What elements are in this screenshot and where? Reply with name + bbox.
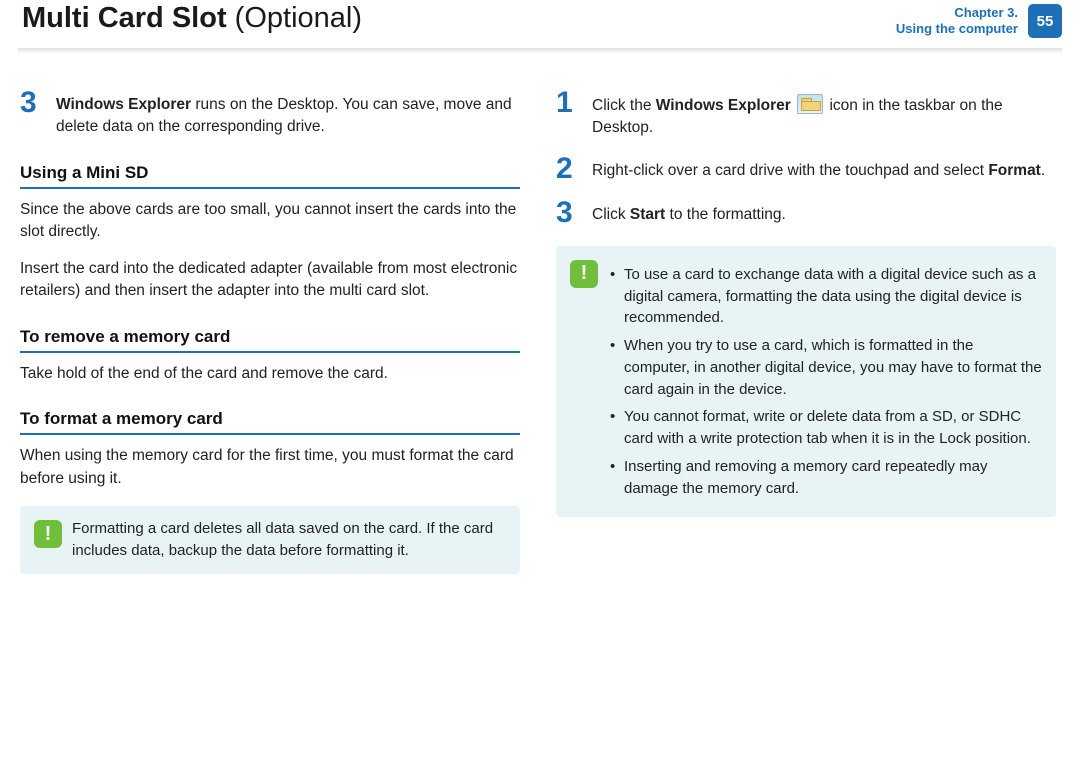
format-p: When using the memory card for the first…	[20, 445, 520, 490]
step-bold: Format	[988, 162, 1041, 179]
step-text-post: to the formatting.	[665, 206, 786, 223]
chapter-line-2: Using the computer	[896, 21, 1018, 37]
mini-sd-p1: Since the above cards are too small, you…	[20, 199, 520, 244]
content-columns: 3 Windows Explorer runs on the Desktop. …	[18, 86, 1062, 590]
document-page: Multi Card Slot (Optional) Chapter 3. Us…	[0, 0, 1080, 766]
step-number: 3	[20, 88, 44, 139]
alert-icon: !	[570, 260, 598, 288]
chapter-text: Chapter 3. Using the computer	[896, 5, 1018, 38]
step-3b: 3 Click Start to the formatting.	[556, 202, 1056, 228]
step-bold: Start	[630, 206, 665, 223]
step-text-pre: Right-click over a card drive with the t…	[592, 162, 988, 179]
chapter-box: Chapter 3. Using the computer 55	[896, 4, 1062, 38]
right-column: 1 Click the Windows Explorer icon in the…	[556, 86, 1056, 590]
note-item: To use a card to exchange data with a di…	[608, 264, 1042, 329]
page-title: Multi Card Slot (Optional)	[22, 2, 362, 35]
page-title-main: Multi Card Slot	[22, 2, 227, 34]
step-2: 2 Right-click over a card drive with the…	[556, 158, 1056, 184]
mini-sd-p2: Insert the card into the dedicated adapt…	[20, 258, 520, 303]
note-box-tips: ! To use a card to exchange data with a …	[556, 246, 1056, 518]
step-bold: Windows Explorer	[656, 97, 791, 114]
note-body: To use a card to exchange data with a di…	[608, 258, 1042, 506]
section-heading-mini-sd: Using a Mini SD	[20, 163, 520, 189]
note-body: Formatting a card deletes all data saved…	[72, 518, 506, 562]
section-heading-remove: To remove a memory card	[20, 327, 520, 353]
step-bold-lead: Windows Explorer	[56, 96, 191, 113]
page-number-badge: 55	[1028, 4, 1062, 38]
step-body: Click Start to the formatting.	[592, 204, 786, 228]
note-item: You cannot format, write or delete data …	[608, 406, 1042, 450]
step-body: Windows Explorer runs on the Desktop. Yo…	[56, 94, 520, 139]
step-number: 2	[556, 154, 580, 184]
note-item: Inserting and removing a memory card rep…	[608, 456, 1042, 500]
remove-p: Take hold of the end of the card and rem…	[20, 363, 520, 385]
step-text-pre: Click	[592, 206, 630, 223]
step-number: 1	[556, 88, 580, 140]
page-title-sub: (Optional)	[235, 2, 362, 34]
note-item: When you try to use a card, which is for…	[608, 335, 1042, 400]
step-text-pre: Click the	[592, 97, 656, 114]
section-heading-format: To format a memory card	[20, 409, 520, 435]
left-column: 3 Windows Explorer runs on the Desktop. …	[20, 86, 520, 590]
step-3: 3 Windows Explorer runs on the Desktop. …	[20, 92, 520, 139]
step-1: 1 Click the Windows Explorer icon in the…	[556, 92, 1056, 140]
step-text-post: .	[1041, 162, 1045, 179]
page-header: Multi Card Slot (Optional) Chapter 3. Us…	[18, 0, 1062, 48]
note-box-warning-format: ! Formatting a card deletes all data sav…	[20, 506, 520, 574]
chapter-line-1: Chapter 3.	[896, 5, 1018, 21]
windows-explorer-icon	[797, 94, 823, 114]
note-list: To use a card to exchange data with a di…	[608, 264, 1042, 500]
step-body: Click the Windows Explorer icon in the t…	[592, 94, 1056, 140]
alert-icon: !	[34, 520, 62, 548]
step-number: 3	[556, 198, 580, 228]
step-body: Right-click over a card drive with the t…	[592, 160, 1045, 184]
